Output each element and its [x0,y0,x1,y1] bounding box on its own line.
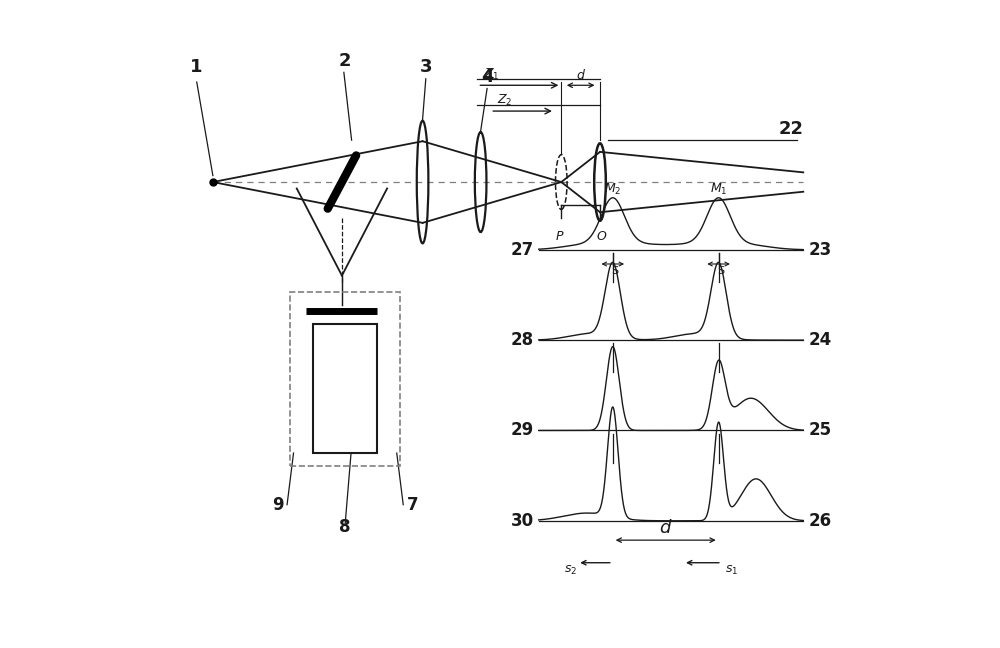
Text: 28: 28 [510,331,534,349]
Text: $s_2$: $s_2$ [564,564,577,577]
Text: $M_1$: $M_1$ [710,182,727,197]
Text: 27: 27 [510,241,534,259]
Text: 8: 8 [339,518,351,535]
Text: 1: 1 [190,58,203,76]
Bar [313,324,377,453]
Text: $Z_1$: $Z_1$ [484,67,499,82]
Text: 24: 24 [808,331,832,349]
Text: 26: 26 [808,512,832,530]
Bar [290,292,400,466]
Text: $s_1$: $s_1$ [725,564,738,577]
Text: 29: 29 [510,421,534,439]
Text: 2: 2 [339,52,351,70]
Text: O: O [596,231,606,244]
Text: 9: 9 [272,496,284,514]
Text: $d$: $d$ [576,68,586,82]
Text: S: S [611,266,618,276]
Text: 22: 22 [778,120,803,137]
Text: P: P [556,231,563,244]
Text: $d$: $d$ [659,519,672,537]
Text: 3: 3 [420,58,432,76]
Text: 4: 4 [481,68,493,86]
Text: $Z_2$: $Z_2$ [497,93,512,108]
Text: $M_2$: $M_2$ [604,182,621,197]
Text: 23: 23 [808,241,832,259]
Text: 25: 25 [808,421,832,439]
Text: 30: 30 [510,512,534,530]
Text: S: S [717,266,724,276]
Text: 7: 7 [406,496,418,514]
